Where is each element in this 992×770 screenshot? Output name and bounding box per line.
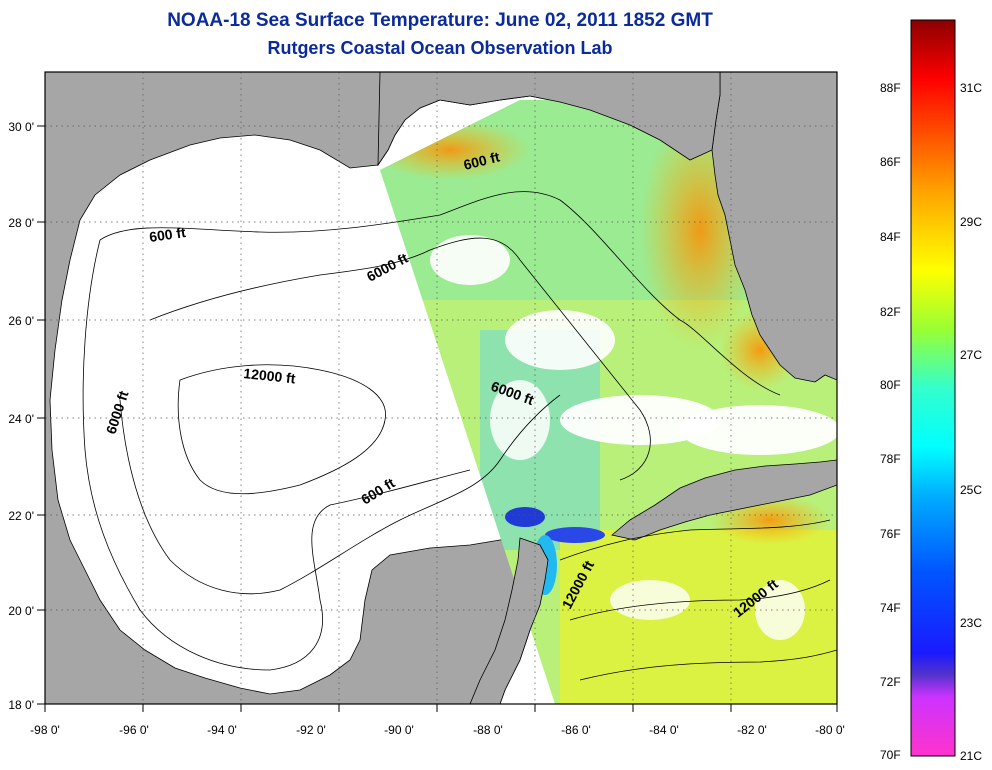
- lon-tick-label: -90 0': [384, 723, 414, 737]
- colorbar-f-label: 70F: [880, 748, 901, 762]
- lat-tick-label: 30 0': [8, 120, 34, 134]
- colorbar-c-label: 29C: [960, 215, 982, 229]
- colorbar-celsius-labels: 31C 29C 27C 25C 23C 21C: [960, 81, 982, 763]
- lon-tick-label: -88 0': [473, 723, 503, 737]
- colorbar-f-label: 78F: [880, 452, 901, 466]
- lon-tick-label: -86 0': [561, 723, 591, 737]
- longitude-labels: -98 0' -96 0' -94 0' -92 0' -90 0' -88 0…: [30, 723, 845, 737]
- colorbar-c-label: 25C: [960, 483, 982, 497]
- contour-label: 600 ft: [148, 224, 187, 245]
- colorbar-f-label: 84F: [880, 230, 901, 244]
- colorbar-f-label: 72F: [880, 675, 901, 689]
- map-title: NOAA-18 Sea Surface Temperature: June 02…: [167, 10, 713, 31]
- lon-tick-label: -82 0': [737, 723, 767, 737]
- colorbar-f-label: 82F: [880, 305, 901, 319]
- colorbar-c-label: 23C: [960, 616, 982, 630]
- colorbar-f-label: 76F: [880, 527, 901, 541]
- map-subtitle: Rutgers Coastal Ocean Observation Lab: [267, 38, 613, 58]
- lat-tick-label: 22 0': [8, 509, 34, 523]
- lon-tick-label: -94 0': [207, 723, 237, 737]
- lon-tick-label: -98 0': [30, 723, 60, 737]
- axis-ticks: [37, 125, 838, 712]
- colorbar-fahrenheit-labels: 88F 86F 84F 82F 80F 78F 76F 74F 72F 70F: [880, 81, 901, 762]
- map-border: [44, 71, 838, 705]
- colorbar-f-label: 74F: [880, 601, 901, 615]
- colorbar-c-label: 27C: [960, 348, 982, 362]
- lon-tick-label: -84 0': [649, 723, 679, 737]
- lon-tick-label: -92 0': [296, 723, 326, 737]
- contour-label: 12000 ft: [243, 365, 297, 386]
- lat-tick-label: 28 0': [8, 216, 34, 230]
- colorbar-f-label: 86F: [880, 155, 901, 169]
- colorbar-c-label: 21C: [960, 749, 982, 763]
- graticule: [45, 72, 837, 704]
- lat-tick-label: 20 0': [8, 604, 34, 618]
- colorbar-f-label: 88F: [880, 81, 901, 95]
- colorbar: [910, 19, 956, 757]
- lon-tick-label: -80 0': [815, 723, 845, 737]
- colorbar-f-label: 80F: [880, 378, 901, 392]
- lon-tick-label: -96 0': [119, 723, 149, 737]
- lat-tick-label: 24 0': [8, 412, 34, 426]
- lat-tick-label: 18 0': [8, 698, 34, 712]
- lat-tick-label: 26 0': [8, 314, 34, 328]
- bathymetry-contours: [82, 191, 837, 681]
- latitude-labels: 18 0' 20 0' 22 0' 24 0' 26 0' 28 0' 30 0…: [8, 120, 34, 712]
- colorbar-c-label: 31C: [960, 81, 982, 95]
